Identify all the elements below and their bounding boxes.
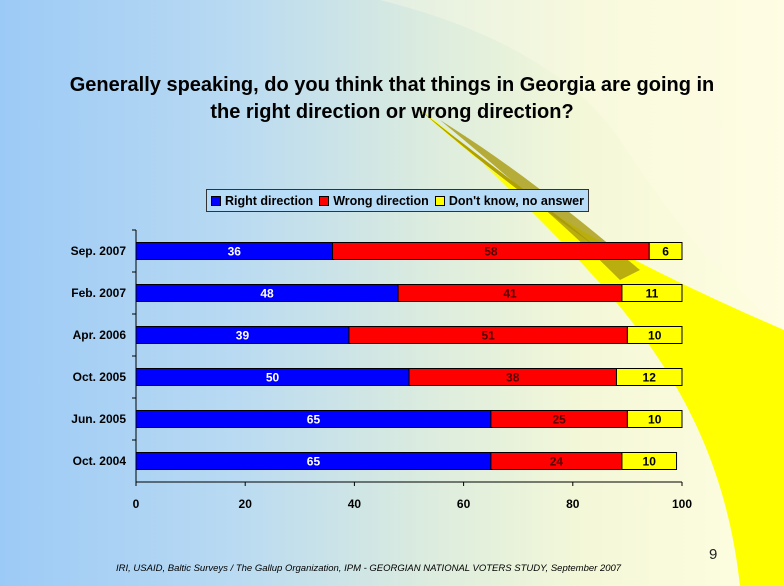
data-label: 25 xyxy=(552,413,566,427)
legend-swatch xyxy=(319,195,330,206)
x-tick-label: 100 xyxy=(672,497,692,511)
bar-segment xyxy=(626,410,683,428)
data-label: 50 xyxy=(266,371,280,385)
data-label: 6 xyxy=(662,245,669,259)
data-label: 10 xyxy=(648,329,662,343)
legend-label: Don't know, no answer xyxy=(448,193,584,208)
data-label: 36 xyxy=(228,245,242,259)
x-tick-label: 0 xyxy=(133,497,140,511)
legend: Right direction Wrong direction Don't kn… xyxy=(206,189,589,212)
title-line-1: Generally speaking, do you think that th… xyxy=(69,74,715,96)
page-number: 9 xyxy=(709,546,718,563)
category-label: Oct. 2004 xyxy=(73,454,127,468)
data-label: 65 xyxy=(307,413,321,427)
data-label: 65 xyxy=(307,455,321,469)
category-label: Apr. 2006 xyxy=(73,328,127,342)
data-label: 10 xyxy=(648,413,662,427)
legend-label: Wrong direction xyxy=(333,193,429,208)
legend-swatch xyxy=(211,195,221,206)
legend-item-right: Right direction xyxy=(211,194,313,208)
chart-title: Generally speaking, do you think that th… xyxy=(0,72,784,126)
category-label: Jun. 2005 xyxy=(71,412,126,426)
legend-item-dontknow: Don't know, no answer xyxy=(434,193,584,208)
data-label: 41 xyxy=(503,287,517,301)
bar-segment xyxy=(621,284,683,302)
x-tick-label: 80 xyxy=(566,497,580,511)
category-label: Feb. 2007 xyxy=(71,286,126,300)
legend-swatch xyxy=(434,195,445,206)
bar-segment xyxy=(615,368,683,386)
title-line-2: the right direction or wrong direction? xyxy=(210,101,574,123)
source-footer: IRI, USAID, Baltic Surveys / The Gallup … xyxy=(116,563,622,574)
legend-item-wrong: Wrong direction xyxy=(319,194,429,208)
bar-segment xyxy=(621,452,678,470)
data-label: 11 xyxy=(646,287,659,301)
x-tick-label: 20 xyxy=(239,497,253,511)
data-label: 58 xyxy=(484,245,498,259)
category-label: Oct. 2005 xyxy=(73,370,127,384)
data-label: 48 xyxy=(260,287,274,301)
data-label: 24 xyxy=(550,455,564,469)
data-label: 38 xyxy=(506,371,520,385)
x-tick-label: 40 xyxy=(348,497,362,511)
bar-segment xyxy=(648,242,683,260)
data-label: 39 xyxy=(236,329,250,343)
x-tick-label: 60 xyxy=(457,497,471,511)
data-label: 12 xyxy=(643,371,657,385)
data-label: 10 xyxy=(643,455,657,469)
bar-segment xyxy=(626,326,683,344)
legend-label: Right direction xyxy=(225,193,314,208)
data-label: 51 xyxy=(481,329,495,343)
category-label: Sep. 2007 xyxy=(71,244,127,258)
